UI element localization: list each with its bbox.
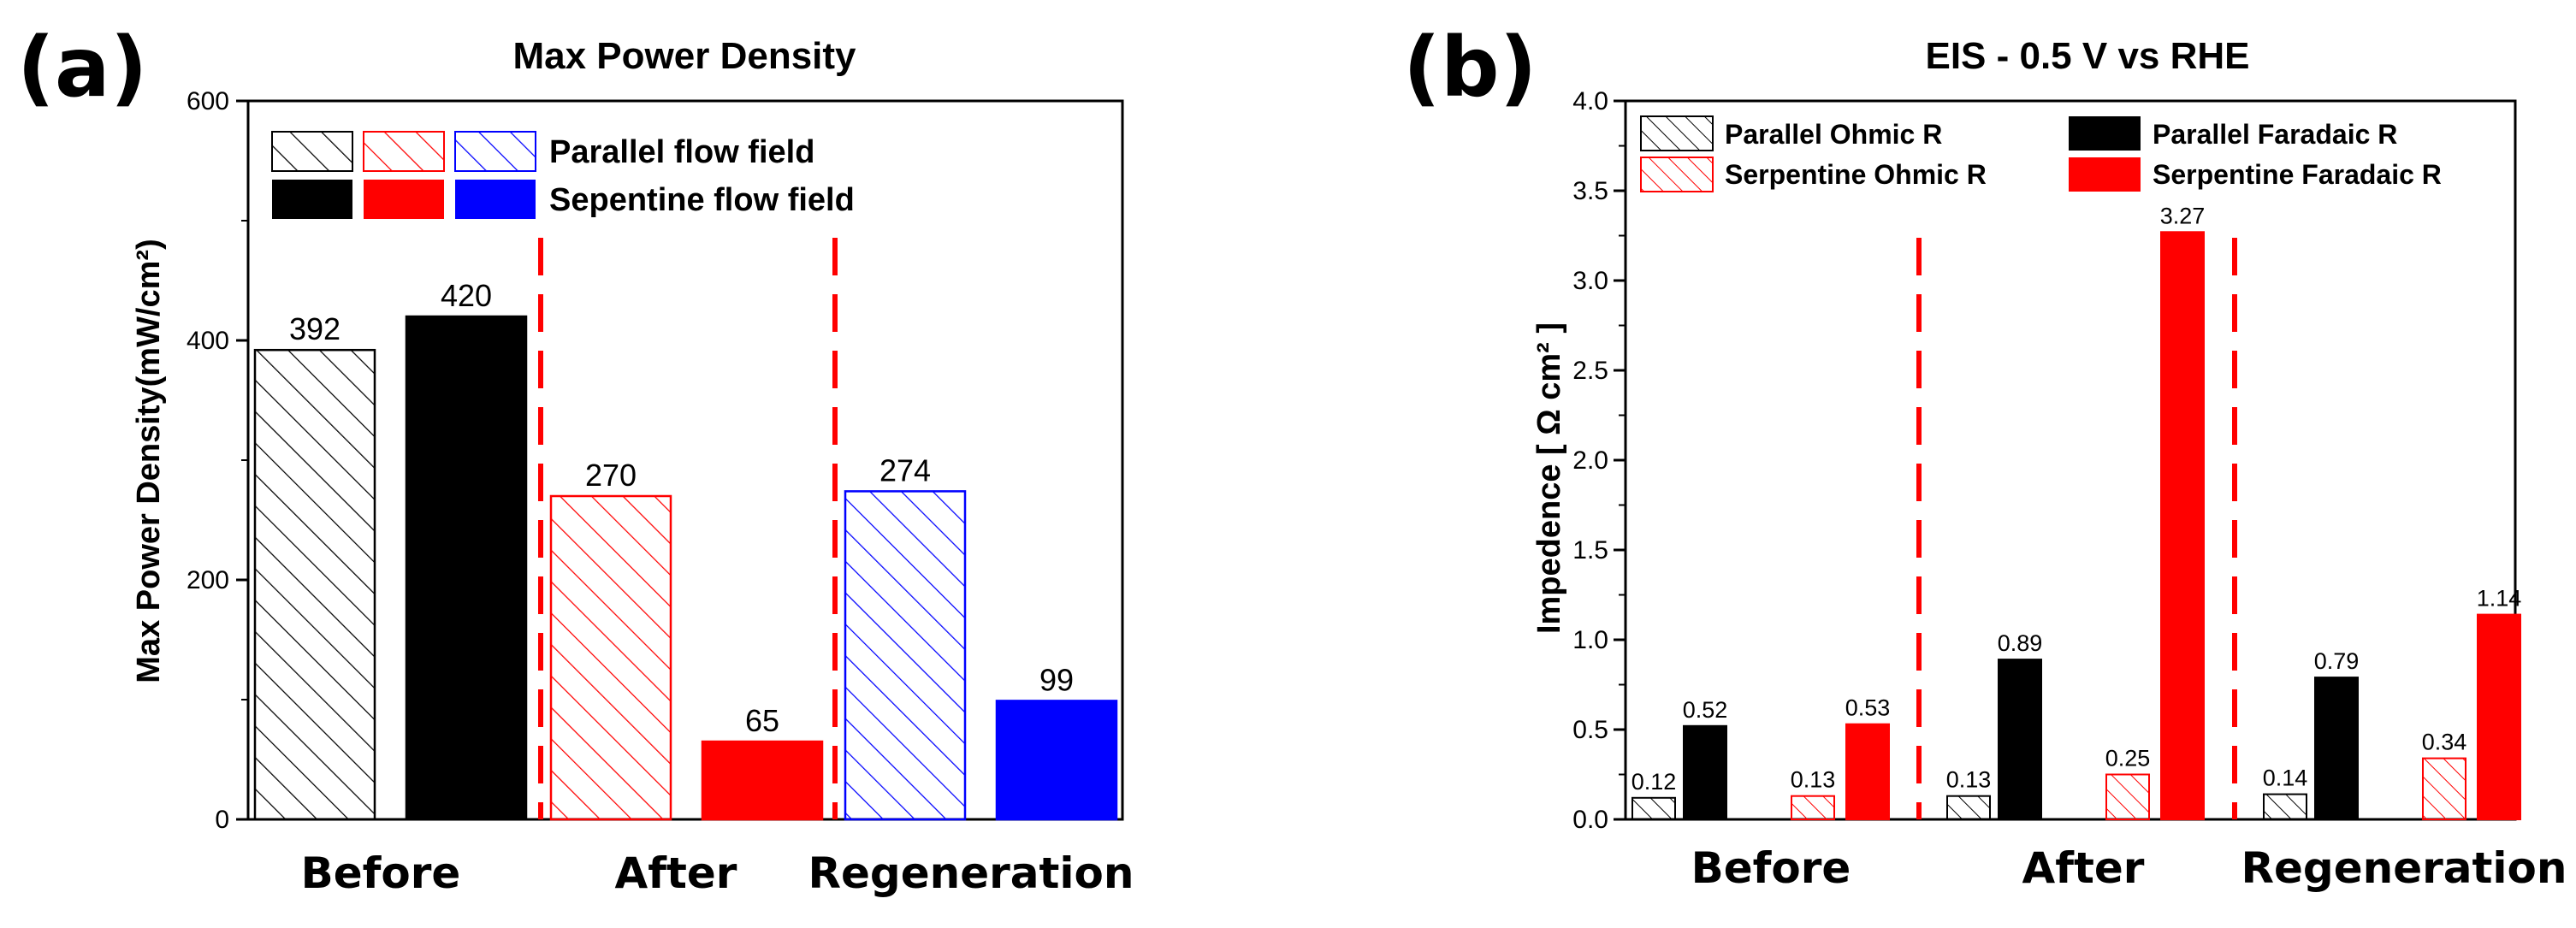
panel-b-y-axis: 0.0 0.5 1.0 1.5 2.0 2.5 3.0 3.5 4.0 <box>1572 87 1626 834</box>
y-tick-label-0: 0.0 <box>1572 806 1608 834</box>
data-label-serpentine-ohmic-r-before: 0.13 <box>1791 767 1836 793</box>
y-tick-label-5: 2.5 <box>1572 357 1608 385</box>
panel-a: (a) Max Power Density Max Power Density(… <box>17 20 1134 898</box>
bar-parallel-faradaic-r-after <box>1998 659 2042 820</box>
panel-a-x-axis: Before After Regeneration <box>301 848 1134 898</box>
panel-a-y-axis: 0 200 400 600 <box>187 87 248 834</box>
bar-serpentine-faradaic-r-regeneration <box>2477 613 2521 820</box>
bar-parallel-faradaic-r-before <box>1683 724 1727 820</box>
data-label-serpentine-faradaic-r-regeneration: 1.14 <box>2477 586 2522 612</box>
data-label-hatched-regeneration: 274 <box>879 452 931 488</box>
legend-swatch-parallel-blue <box>454 131 536 172</box>
bar-serpentine-ohmic-r-after <box>2105 773 2150 820</box>
legend-swatch-serpentine-faradaic <box>2069 157 2141 192</box>
data-label-serpentine-ohmic-r-regeneration: 0.34 <box>2422 730 2467 755</box>
legend-swatch-serpentine-black <box>272 180 352 219</box>
y-tick-label-2: 400 <box>187 327 229 355</box>
legend-label-serpentine-faradaic: Serpentine Faradaic R <box>2153 159 2442 190</box>
bar-hatched-regeneration <box>844 490 967 821</box>
legend-label-parallel: Parallel flow field <box>549 134 814 170</box>
data-label-parallel-ohmic-r-after: 0.13 <box>1946 767 1992 793</box>
panel-a-title: Max Power Density <box>512 35 856 77</box>
y-tick-label-3: 600 <box>187 87 229 115</box>
bar-serpentine-ohmic-r-before <box>1791 795 1835 821</box>
panel-b-bars: 0.12 0.52 0.13 0.53 0.13 0.89 0.25 3.27 0.14 0.79… <box>1631 203 2522 821</box>
category-label-after: After <box>615 848 737 898</box>
bar-solid-regeneration <box>995 700 1118 821</box>
legend-swatch-parallel-faradaic <box>2069 116 2141 151</box>
panel-a-ylabel: Max Power Density(mW/cm²) <box>131 239 167 683</box>
bar-parallel-faradaic-r-regeneration <box>2314 677 2359 820</box>
category-label-after: After <box>2022 843 2145 893</box>
y-tick-label-1: 0.5 <box>1572 716 1608 744</box>
legend-swatch-parallel-black <box>271 131 353 172</box>
legend-swatch-parallel-ohmic <box>1640 115 1714 151</box>
panel-a-separators <box>538 238 838 819</box>
category-label-regeneration: Regeneration <box>808 848 1134 898</box>
bar-parallel-ohmic-r-after <box>1946 795 1991 821</box>
data-label-parallel-ohmic-r-regeneration: 0.14 <box>2263 765 2308 791</box>
data-label-serpentine-faradaic-r-before: 0.53 <box>1845 695 1891 721</box>
panel-a-label: (a) <box>17 20 148 115</box>
data-label-solid-after: 65 <box>745 703 779 738</box>
bar-hatched-after <box>549 494 672 821</box>
data-label-parallel-faradaic-r-after: 0.89 <box>1998 630 2043 656</box>
legend-swatch-serpentine-red <box>364 180 444 219</box>
legend-label-parallel-ohmic: Parallel Ohmic R <box>1725 119 1942 150</box>
bar-serpentine-faradaic-r-after <box>2160 231 2205 820</box>
bar-serpentine-faradaic-r-before <box>1845 723 1890 821</box>
category-label-regeneration: Regeneration <box>2241 843 2567 893</box>
data-label-serpentine-ohmic-r-after: 0.25 <box>2105 746 2151 771</box>
bar-solid-after <box>701 740 824 821</box>
data-label-hatched-after: 270 <box>585 458 637 493</box>
legend-label-serpentine: Sepentine flow field <box>549 182 855 218</box>
legend-label-parallel-faradaic: Parallel Faradaic R <box>2153 119 2397 150</box>
category-label-before: Before <box>301 848 461 898</box>
legend-swatch-parallel-red <box>363 131 445 172</box>
data-label-parallel-faradaic-r-regeneration: 0.79 <box>2314 648 2360 674</box>
panel-b-legend: Parallel Ohmic R Parallel Faradaic R Ser… <box>1640 115 2442 192</box>
bar-solid-before <box>405 315 528 821</box>
panel-b-label: (b) <box>1403 20 1537 115</box>
panel-b-title: EIS - 0.5 V vs RHE <box>1925 35 2249 77</box>
y-tick-label-1: 200 <box>187 566 229 594</box>
legend-swatch-serpentine-blue <box>455 180 536 219</box>
data-label-solid-regeneration: 99 <box>1039 662 1074 697</box>
panel-b-x-axis: Before After Regeneration <box>1691 843 2567 893</box>
y-tick-label-8: 4.0 <box>1572 87 1608 115</box>
legend-label-serpentine-ohmic: Serpentine Ohmic R <box>1725 159 1987 190</box>
panel-b-ylabel: Impedence [ Ω cm² ] <box>1531 322 1567 634</box>
bar-parallel-ohmic-r-before <box>1631 796 1676 820</box>
y-tick-label-4: 2.0 <box>1572 446 1608 475</box>
y-tick-label-6: 3.0 <box>1572 267 1608 295</box>
panel-a-legend: Parallel flow field Sepentine flow field <box>271 131 855 219</box>
panel-b: (b) EIS - 0.5 V vs RHE Impedence [ Ω cm²… <box>1403 20 2567 893</box>
data-label-parallel-ohmic-r-before: 0.12 <box>1631 769 1677 795</box>
bar-hatched-before <box>253 348 376 821</box>
y-tick-label-7: 3.5 <box>1572 177 1608 205</box>
data-label-parallel-faradaic-r-before: 0.52 <box>1683 697 1728 723</box>
data-label-serpentine-faradaic-r-after: 3.27 <box>2160 203 2206 228</box>
y-tick-label-3: 1.5 <box>1572 536 1608 564</box>
bar-serpentine-ohmic-r-regeneration <box>2422 757 2466 820</box>
category-label-before: Before <box>1691 843 1851 893</box>
panel-b-separators <box>1916 238 2237 819</box>
panel-b-plot-frame <box>1624 99 2517 821</box>
data-label-solid-before: 420 <box>441 278 492 313</box>
data-label-hatched-before: 392 <box>289 311 341 346</box>
y-tick-label-2: 1.0 <box>1572 626 1608 654</box>
panel-a-bars: 392 420 270 65 274 99 <box>253 278 1118 821</box>
legend-swatch-serpentine-ohmic <box>1640 157 1714 192</box>
bar-parallel-ohmic-r-regeneration <box>2263 793 2307 820</box>
y-tick-label-0: 0 <box>215 806 229 834</box>
